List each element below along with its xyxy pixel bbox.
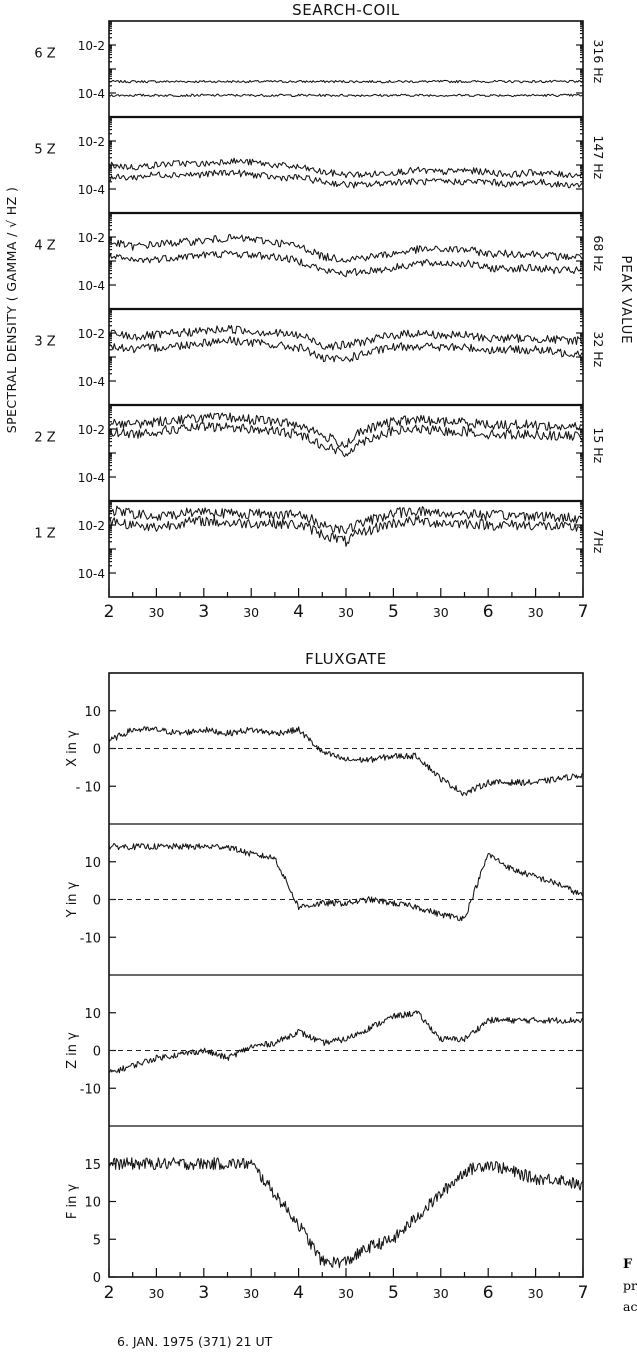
series-line — [108, 336, 584, 363]
y-tick-label: 0 — [93, 743, 101, 758]
series-line — [108, 157, 584, 179]
x-tick-label: 30 — [528, 1286, 544, 1301]
series-line — [108, 1010, 584, 1074]
x-tick-label: 6 — [483, 1283, 494, 1303]
x-tick-label: 7 — [578, 602, 589, 622]
y-tick-label: 10-4 — [78, 183, 105, 197]
series-line — [108, 412, 584, 449]
x-tick-label: 30 — [433, 605, 449, 620]
y-tick-label: 10 — [84, 856, 101, 871]
x-tick-label: 30 — [148, 1286, 164, 1301]
x-tick-label: 5 — [388, 1283, 399, 1303]
right-axis-label: PEAK VALUE — [618, 256, 633, 345]
y-tick-label: 10-2 — [78, 231, 105, 245]
y-tick-label: 0 — [93, 894, 101, 909]
frequency-label: 7Hz — [591, 529, 606, 553]
series-line — [108, 169, 584, 189]
series-line — [108, 250, 584, 278]
y-axis-label: SPECTRAL DENSITY ( GAMMA / √ HZ ) — [4, 187, 19, 433]
y-tick-label: 10-4 — [78, 567, 105, 581]
y-tick-label: 10 — [84, 1196, 101, 1211]
y-tick-label: 10-4 — [78, 471, 105, 485]
y-tick-label: 15 — [84, 1158, 101, 1173]
frequency-label: 68 Hz — [591, 235, 606, 271]
series-line — [108, 421, 584, 458]
x-tick-label: 6 — [483, 602, 494, 622]
series-line — [108, 505, 584, 535]
caption-fragment: F — [623, 1257, 633, 1272]
series-line — [108, 726, 584, 797]
panel-label: X in γ — [65, 730, 80, 767]
panel-label: 1 Z — [34, 526, 55, 541]
series-line — [108, 1157, 584, 1269]
y-tick-label: 10-4 — [78, 375, 105, 389]
x-tick-label: 30 — [243, 1286, 259, 1301]
series-line — [108, 843, 584, 922]
chart-title: FLUXGATE — [305, 650, 387, 668]
panel-label: Y in γ — [65, 881, 80, 918]
x-tick-label: 4 — [293, 1283, 304, 1303]
panel-label: 6 Z — [34, 46, 55, 61]
y-tick-label: 10 — [84, 705, 101, 720]
panel-label: Z in γ — [65, 1032, 80, 1069]
x-tick-label: 7 — [578, 1283, 589, 1303]
x-tick-label: 30 — [148, 605, 164, 620]
panel-label: 3 Z — [34, 334, 55, 349]
x-tick-label: 2 — [104, 1283, 115, 1303]
y-tick-label: 0 — [93, 1271, 101, 1286]
x-tick-label: 3 — [198, 1283, 209, 1303]
y-tick-label: 10-2 — [78, 519, 105, 533]
panel-label: 5 Z — [34, 142, 55, 157]
side-caption-fragments: Fpr ac — [623, 1257, 637, 1314]
caption-fragment: pr — [623, 1278, 637, 1293]
y-tick-label: -10 — [80, 931, 101, 946]
series-line — [108, 79, 584, 84]
caption-fragment: ac — [623, 1299, 637, 1314]
frequency-label: 32 Hz — [591, 331, 606, 367]
y-tick-label: 10-2 — [78, 423, 105, 437]
x-tick-label: 30 — [338, 1286, 354, 1301]
x-tick-label: 3 — [198, 602, 209, 622]
y-tick-label: 0 — [93, 1045, 101, 1060]
x-tick-label: 30 — [243, 605, 259, 620]
x-tick-label: 30 — [528, 605, 544, 620]
series-line — [108, 93, 584, 98]
panel-label: 2 Z — [34, 430, 55, 445]
series-line — [108, 515, 584, 547]
panel-label: 4 Z — [34, 238, 55, 253]
x-tick-label: 30 — [433, 1286, 449, 1301]
y-tick-label: 10-2 — [78, 327, 105, 341]
y-tick-label: 10-2 — [78, 135, 105, 149]
search-coil-chart: SEARCH-COIL 10-2 10-4 6 Z 316 Hz 10-2 10-4 5 Z 1… — [4, 1, 633, 622]
y-tick-label: -10 — [80, 1082, 101, 1097]
y-tick-label: 10-4 — [78, 279, 105, 293]
frequency-label: 316 Hz — [591, 39, 606, 83]
chart-title: SEARCH-COIL — [292, 1, 400, 19]
y-tick-label: 5 — [93, 1233, 101, 1248]
y-tick-label: 10-4 — [78, 87, 105, 101]
x-axis-label: 6. JAN. 1975 (371) 21 UT — [117, 1334, 273, 1349]
x-tick-label: 5 — [388, 602, 399, 622]
y-tick-label: 10-2 — [78, 39, 105, 53]
x-tick-label: 2 — [104, 602, 115, 622]
frequency-label: 147 Hz — [591, 135, 606, 179]
y-tick-label: - 10 — [76, 780, 101, 795]
y-tick-label: 10 — [84, 1007, 101, 1022]
x-tick-label: 30 — [338, 605, 354, 620]
series-line — [108, 324, 584, 351]
series-line — [108, 233, 584, 263]
frequency-label: 15 Hz — [591, 427, 606, 463]
panel-label: F in γ — [65, 1184, 80, 1220]
x-tick-label: 4 — [293, 602, 304, 622]
